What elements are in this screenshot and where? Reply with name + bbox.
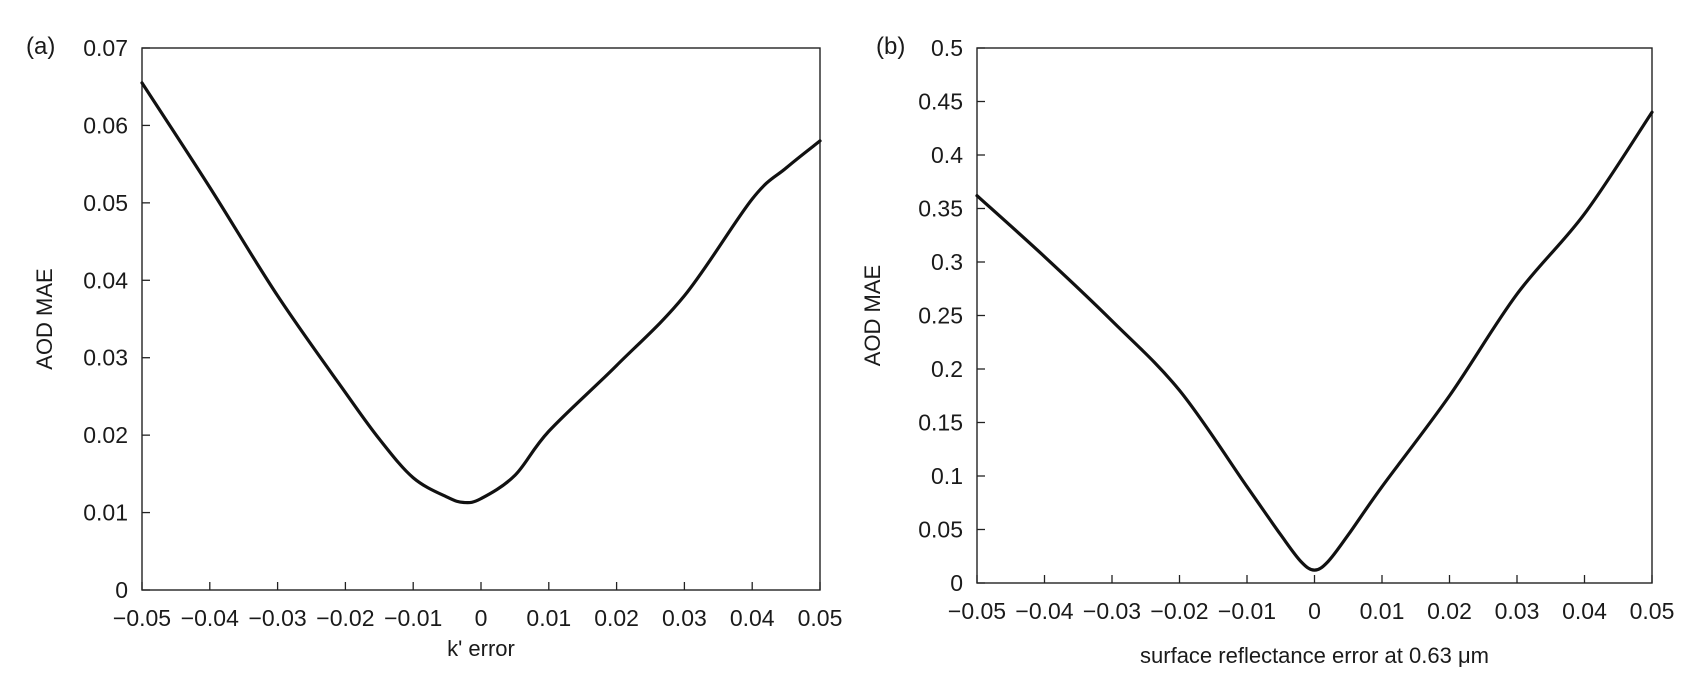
x-tick-label: 0	[475, 605, 488, 631]
x-axis-title: k' error	[447, 636, 515, 661]
x-tick-label: 0.05	[1630, 598, 1675, 624]
y-tick-label: 0	[115, 577, 128, 603]
x-tick-label: 0.04	[730, 605, 775, 631]
panel-b: −0.05 −0.04 −0.03 −0.02 −0.01 0 0.01 0.02 0.03 0.…	[860, 33, 1674, 668]
x-tick-label: −0.02	[316, 605, 374, 631]
x-tick-label: 0.02	[594, 605, 639, 631]
y-tick-label: 0.07	[83, 35, 128, 61]
y-tick-label: 0.15	[918, 410, 963, 436]
y-tick-label: 0.01	[83, 500, 128, 526]
x-tick-label: 0.03	[1495, 598, 1540, 624]
x-tick-label: 0.04	[1562, 598, 1607, 624]
x-tick-label: 0.01	[1360, 598, 1405, 624]
x-tick-label: −0.04	[181, 605, 239, 631]
x-tick-label: −0.01	[384, 605, 442, 631]
y-tick-label: 0.35	[918, 196, 963, 222]
x-axis-title: surface reflectance error at 0.63 μm	[1140, 643, 1489, 668]
y-axis-title: AOD MAE	[32, 268, 57, 369]
x-tick-label: −0.03	[1083, 598, 1141, 624]
y-tick-label: 0.4	[931, 142, 963, 168]
y-tick-label: 0.04	[83, 267, 128, 293]
x-tick-label: −0.05	[948, 598, 1006, 624]
plot-frame	[141, 47, 821, 591]
y-tick-label: 0.5	[931, 35, 963, 61]
plot-frame	[976, 47, 1653, 584]
y-tick-label: 0.2	[931, 356, 963, 382]
panel-label: (a)	[26, 33, 55, 60]
y-tick-label: 0.25	[918, 303, 963, 329]
panel-label: (b)	[876, 33, 905, 60]
y-tick-label: 0.05	[83, 190, 128, 216]
y-tick-label: 0.05	[918, 517, 963, 543]
x-tick-label: 0.02	[1427, 598, 1472, 624]
y-axis-title: AOD MAE	[860, 265, 885, 366]
x-tick-label: −0.02	[1150, 598, 1208, 624]
x-tick-label: 0.01	[526, 605, 571, 631]
y-tick-label: 0.06	[83, 112, 128, 138]
x-tick-label: 0.03	[662, 605, 707, 631]
y-tick-label: 0.45	[918, 89, 963, 115]
y-tick-label: 0	[950, 570, 963, 596]
x-tick-label: −0.03	[248, 605, 306, 631]
x-tick-label: −0.05	[113, 605, 171, 631]
y-tick-label: 0.03	[83, 345, 128, 371]
y-tick-label: 0.3	[931, 249, 963, 275]
y-tick-label: 0.1	[931, 463, 963, 489]
x-tick-label: −0.01	[1218, 598, 1276, 624]
series-line	[975, 110, 1654, 572]
x-tick-label: 0.05	[798, 605, 843, 631]
x-tick-label: 0	[1308, 598, 1321, 624]
panel-a: −0.05 −0.04 −0.03 −0.02 −0.01 0 0.01 0.02 0.03 0.…	[26, 33, 842, 661]
series-line	[140, 81, 822, 505]
y-tick-label: 0.02	[83, 422, 128, 448]
x-tick-label: −0.04	[1015, 598, 1073, 624]
